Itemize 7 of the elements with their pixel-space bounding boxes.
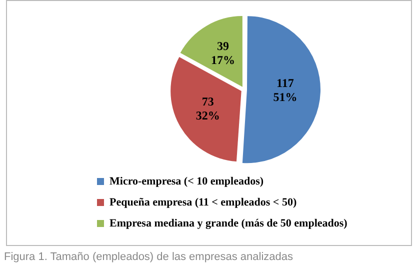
legend-label: Pequeña empresa (11 < empleados < 50) [110,196,297,208]
legend-label: Empresa mediana y grande (más de 50 empleados) [110,217,348,230]
data-label: 73 32% [196,94,220,122]
legend-label: Micro-empresa (< 10 empleados) [110,175,264,188]
data-label: 39 17% [210,39,235,68]
text: Figura 1. Tamaño (empleados) de las empresas analizadas [4,251,294,263]
data-label: 117 51% [273,76,298,104]
